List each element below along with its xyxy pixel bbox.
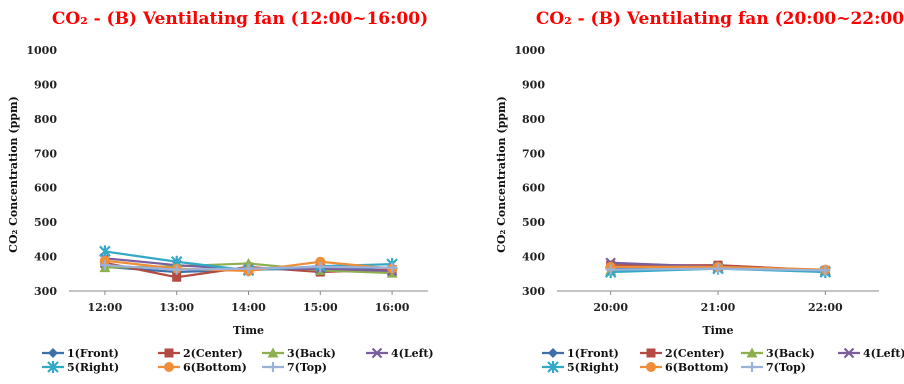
x-tick-label: 16:00 xyxy=(375,301,410,314)
legend-label: 5(Right) xyxy=(567,361,619,374)
legend-marker xyxy=(48,348,58,358)
legend-marker xyxy=(47,361,59,373)
legend-item: 3(Back) xyxy=(262,347,336,360)
legend-label: 4(Left) xyxy=(391,347,434,360)
x-tick-label: 13:00 xyxy=(159,301,194,314)
data-point xyxy=(315,261,326,272)
y-tick-label: 800 xyxy=(522,113,545,126)
data-point xyxy=(99,260,110,271)
data-point xyxy=(172,272,182,282)
legend-label: 7(Top) xyxy=(287,361,327,374)
x-axis-label: Time xyxy=(233,324,264,337)
legend-marker xyxy=(747,362,757,372)
data-point xyxy=(387,262,398,273)
data-point xyxy=(713,263,723,274)
data-point xyxy=(99,245,111,258)
y-tick-label: 900 xyxy=(522,78,545,91)
y-axis-label: CO₂ Concentration (ppm) xyxy=(7,96,20,253)
y-tick-label: 900 xyxy=(34,78,57,91)
y-tick-label: 700 xyxy=(522,147,545,160)
legend-item: 1(Front) xyxy=(42,347,119,360)
legend-label: 6(Bottom) xyxy=(665,361,729,374)
legend-marker xyxy=(646,348,656,358)
y-axis-label: CO₂ Concentration (ppm) xyxy=(495,96,508,253)
y-tick-label: 600 xyxy=(34,182,57,195)
x-tick-label: 21:00 xyxy=(701,301,736,314)
legend-marker xyxy=(164,348,174,358)
legend-item: 2(Center) xyxy=(640,347,725,360)
data-point xyxy=(171,264,182,275)
legend-marker xyxy=(646,362,656,372)
legend-label: 6(Bottom) xyxy=(183,361,247,374)
y-tick-label: 500 xyxy=(34,216,57,229)
legend-label: 1(Front) xyxy=(567,347,619,360)
legend-marker xyxy=(746,347,758,358)
legend-marker xyxy=(268,362,278,372)
legend-item: 1(Front) xyxy=(542,347,619,360)
legend-item: 4(Left) xyxy=(366,347,434,360)
chart-title: CO₂ - (B) Ventilating fan (20:00~22:00) xyxy=(536,9,904,29)
x-tick-label: 20:00 xyxy=(593,301,628,314)
chart-panel-1: CO₂ - (B) Ventilating fan (12:00~16:00) 3… xyxy=(7,9,434,374)
chart-title: CO₂ - (B) Ventilating fan (12:00~16:00) xyxy=(52,9,428,29)
x-tick-label: 12:00 xyxy=(88,301,123,314)
legend-marker xyxy=(547,361,559,373)
legend-item: 7(Top) xyxy=(262,361,327,374)
y-tick-label: 400 xyxy=(522,251,545,264)
y-tick-label: 500 xyxy=(522,216,545,229)
data-point xyxy=(315,256,326,267)
series-7 xyxy=(99,260,398,275)
data-point xyxy=(243,263,254,274)
y-tick-label: 300 xyxy=(522,285,545,298)
legend-label: 4(Left) xyxy=(863,347,904,360)
legend-label: 2(Center) xyxy=(665,347,725,360)
legend-item: 5(Right) xyxy=(542,361,619,374)
legend-label: 5(Right) xyxy=(67,361,119,374)
x-tick-label: 22:00 xyxy=(808,301,843,314)
y-tick-label: 700 xyxy=(34,147,57,160)
legend-item: 6(Bottom) xyxy=(158,361,247,374)
legend-marker xyxy=(164,362,174,372)
y-tick-label: 1000 xyxy=(26,44,57,57)
legend-label: 7(Top) xyxy=(766,361,806,374)
x-tick-label: 15:00 xyxy=(303,301,338,314)
legend-label: 1(Front) xyxy=(67,347,119,360)
legend-item: 5(Right) xyxy=(42,361,119,374)
y-tick-label: 300 xyxy=(34,285,57,298)
y-tick-label: 600 xyxy=(522,182,545,195)
legend-marker xyxy=(843,347,855,359)
legend-label: 2(Center) xyxy=(183,347,243,360)
legend-item: 4(Left) xyxy=(838,347,904,360)
legend-label: 3(Back) xyxy=(766,347,815,360)
legend-item: 7(Top) xyxy=(741,361,806,374)
data-point xyxy=(605,264,616,275)
series-7 xyxy=(605,263,831,276)
y-tick-label: 800 xyxy=(34,113,57,126)
x-axis-label: Time xyxy=(702,324,733,337)
legend-item: 6(Bottom) xyxy=(640,361,729,374)
x-tick-label: 14:00 xyxy=(231,301,266,314)
legend-marker xyxy=(548,348,558,358)
y-tick-label: 1000 xyxy=(514,44,545,57)
legend-item: 2(Center) xyxy=(158,347,243,360)
legend-item: 3(Back) xyxy=(741,347,815,360)
legend-label: 3(Back) xyxy=(287,347,336,360)
y-tick-label: 400 xyxy=(34,251,57,264)
data-point xyxy=(820,265,831,276)
chart-panel-2: CO₂ - (B) Ventilating fan (20:00~22:00) 3… xyxy=(495,9,904,374)
legend-marker xyxy=(371,347,383,359)
legend-marker xyxy=(267,347,279,358)
